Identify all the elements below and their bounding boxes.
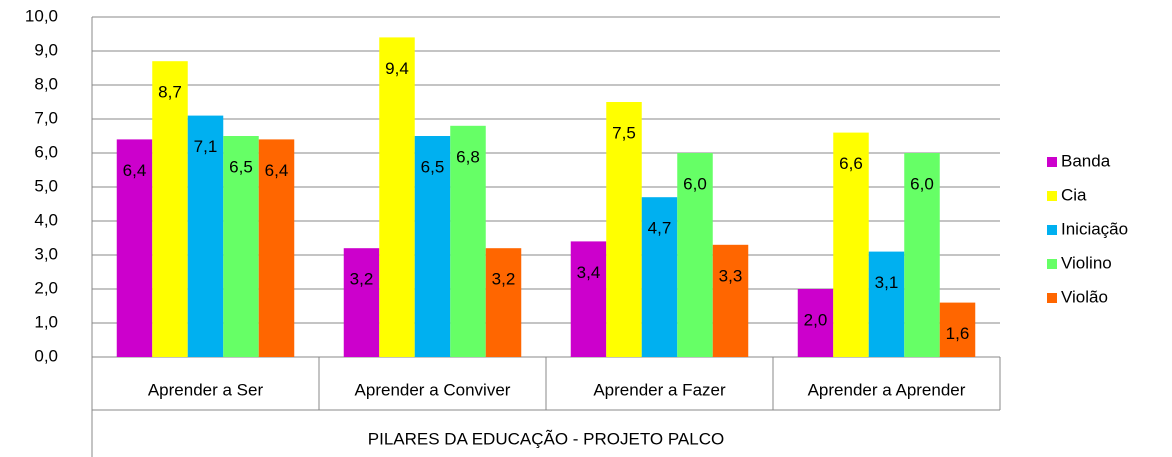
- y-tick-label: 3,0: [34, 244, 58, 263]
- x-axis-label: PILARES DA EDUCAÇÃO - PROJETO PALCO: [368, 429, 724, 448]
- data-label: 8,7: [158, 83, 182, 102]
- data-label: 9,4: [385, 59, 409, 78]
- y-tick-label: 2,0: [34, 278, 58, 297]
- data-label: 7,5: [612, 123, 636, 142]
- legend-swatch: [1047, 225, 1057, 235]
- legend-label: Cia: [1061, 185, 1087, 204]
- x-tick-label: Aprender a Ser: [148, 380, 264, 399]
- legend-label: Banda: [1061, 151, 1111, 170]
- bar: [833, 132, 869, 357]
- y-tick-label: 8,0: [34, 74, 58, 93]
- y-tick-label: 6,0: [34, 142, 58, 161]
- data-label: 3,2: [492, 270, 516, 289]
- bar: [939, 302, 976, 357]
- bar: [343, 248, 380, 357]
- bar: [379, 37, 415, 358]
- legend-swatch: [1047, 293, 1057, 303]
- x-tick-label: Aprender a Fazer: [593, 380, 726, 399]
- data-label: 1,6: [946, 324, 970, 343]
- y-tick-label: 0,0: [34, 346, 58, 365]
- bar: [606, 102, 642, 357]
- data-label: 6,5: [421, 157, 445, 176]
- y-tick-label: 1,0: [34, 312, 58, 331]
- legend-label: Violão: [1061, 287, 1108, 306]
- y-tick-label: 10,0: [25, 6, 58, 25]
- data-label: 3,3: [719, 266, 743, 285]
- bar: [485, 248, 522, 357]
- bar: [677, 153, 713, 357]
- legend-swatch: [1047, 259, 1057, 269]
- data-label: 2,0: [804, 310, 828, 329]
- bar: [797, 289, 834, 357]
- bar: [868, 251, 905, 357]
- data-label: 6,0: [910, 174, 934, 193]
- x-tick-label: Aprender a Conviver: [355, 380, 511, 399]
- data-label: 3,1: [875, 273, 899, 292]
- y-tick-label: 4,0: [34, 210, 58, 229]
- y-tick-label: 9,0: [34, 40, 58, 59]
- legend-label: Iniciação: [1061, 219, 1128, 238]
- data-label: 6,6: [839, 154, 863, 173]
- data-label: 7,1: [194, 137, 218, 156]
- data-label: 4,7: [648, 219, 672, 238]
- bar: [258, 139, 295, 357]
- bar: [904, 153, 940, 357]
- legend-swatch: [1047, 157, 1057, 167]
- bar: [223, 136, 259, 357]
- bar: [712, 244, 749, 357]
- data-label: 3,4: [577, 263, 601, 282]
- bar: [414, 136, 451, 357]
- bar: [187, 115, 224, 357]
- data-label: 6,4: [265, 161, 289, 180]
- x-tick-label: Aprender a Aprender: [808, 380, 966, 399]
- data-label: 6,5: [229, 157, 253, 176]
- data-label: 3,2: [350, 270, 374, 289]
- bar: [116, 139, 153, 357]
- data-label: 6,0: [683, 174, 707, 193]
- legend-label: Violino: [1061, 253, 1112, 272]
- bar: [570, 241, 607, 357]
- bar: [152, 61, 188, 357]
- data-label: 6,4: [123, 161, 147, 180]
- bar: [450, 125, 486, 357]
- bar: [641, 197, 678, 357]
- legend-swatch: [1047, 191, 1057, 201]
- y-tick-label: 5,0: [34, 176, 58, 195]
- y-tick-label: 7,0: [34, 108, 58, 127]
- data-label: 6,8: [456, 147, 480, 166]
